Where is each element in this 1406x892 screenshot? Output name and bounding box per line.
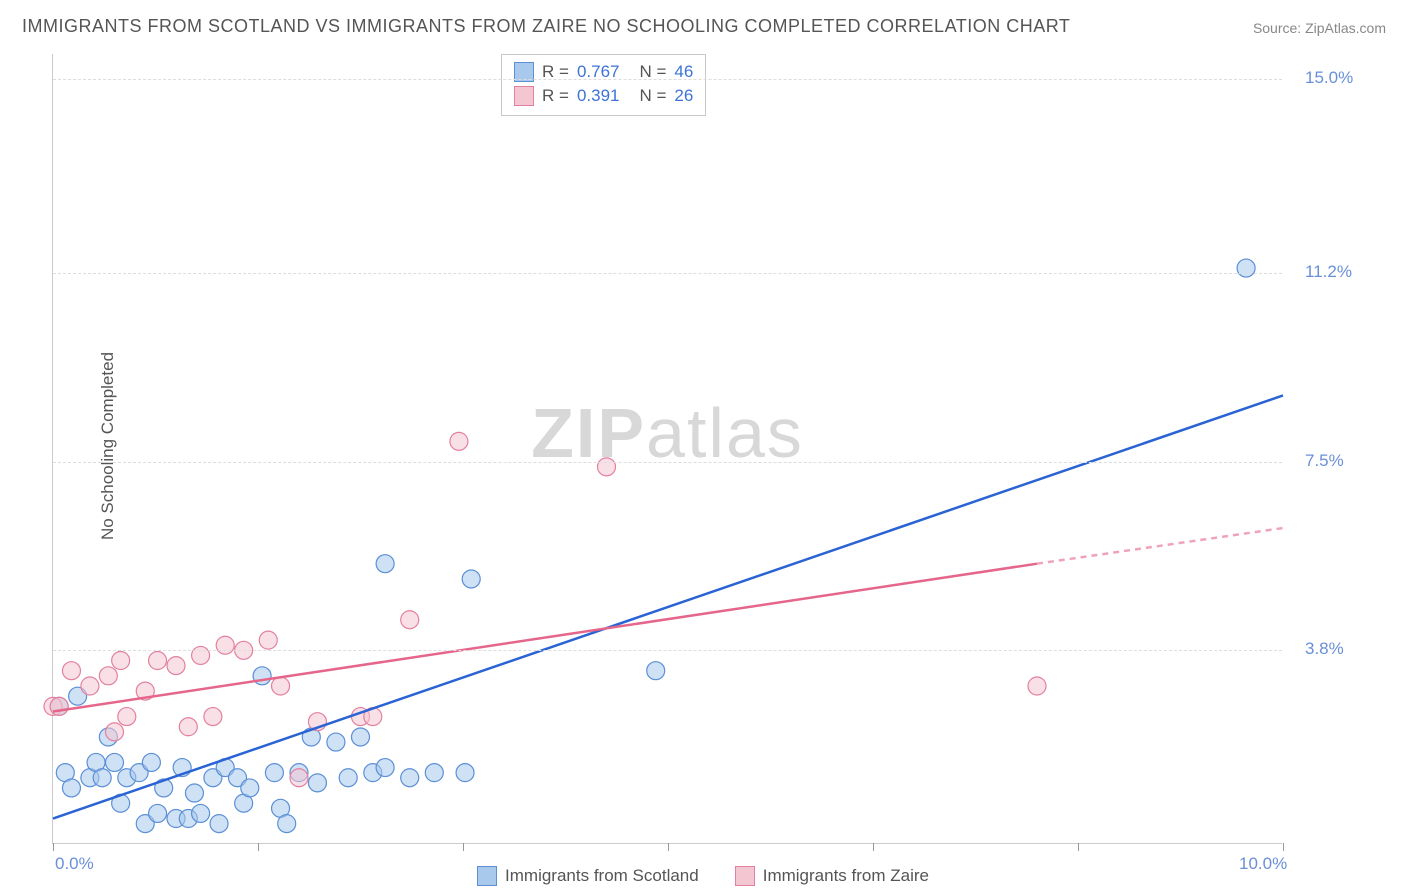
legend-item: Immigrants from Zaire: [735, 866, 929, 886]
data-point: [210, 815, 228, 833]
data-point: [327, 733, 345, 751]
data-point: [339, 769, 357, 787]
data-point: [179, 718, 197, 736]
x-tick: [1078, 843, 1079, 851]
data-point: [241, 779, 259, 797]
data-point: [118, 708, 136, 726]
data-point: [204, 708, 222, 726]
y-tick-label: 15.0%: [1305, 68, 1353, 88]
data-point: [112, 652, 130, 670]
data-point: [1028, 677, 1046, 695]
gridline: [53, 273, 1282, 274]
data-point: [259, 631, 277, 649]
data-point: [598, 458, 616, 476]
stat-r-value: 0.391: [577, 86, 620, 106]
legend: Immigrants from Scotland Immigrants from …: [0, 866, 1406, 886]
data-point: [62, 779, 80, 797]
data-point: [401, 769, 419, 787]
regression-line: [53, 395, 1283, 818]
data-point: [376, 555, 394, 573]
data-point: [149, 804, 167, 822]
data-point: [272, 677, 290, 695]
plot-svg: [53, 54, 1282, 843]
y-tick-label: 7.5%: [1305, 451, 1344, 471]
data-point: [93, 769, 111, 787]
stats-box: R = 0.767N = 46R = 0.391N = 26: [501, 54, 706, 116]
x-tick: [873, 843, 874, 851]
legend-swatch: [477, 866, 497, 886]
x-tick: [53, 843, 54, 851]
regression-line-extrapolated: [1037, 528, 1283, 564]
data-point: [308, 774, 326, 792]
data-point: [62, 662, 80, 680]
data-point: [450, 432, 468, 450]
data-point: [278, 815, 296, 833]
stat-r-label: R =: [542, 86, 569, 106]
data-point: [216, 636, 234, 654]
data-point: [1237, 259, 1255, 277]
data-point: [290, 769, 308, 787]
legend-label: Immigrants from Scotland: [505, 866, 699, 886]
data-point: [142, 753, 160, 771]
gridline: [53, 462, 1282, 463]
legend-label: Immigrants from Zaire: [763, 866, 929, 886]
data-point: [265, 764, 283, 782]
data-point: [192, 646, 210, 664]
stat-n-value: 26: [674, 86, 693, 106]
data-point: [99, 667, 117, 685]
data-point: [106, 753, 124, 771]
data-point: [106, 723, 124, 741]
x-tick: [463, 843, 464, 851]
regression-line: [53, 564, 1037, 712]
y-tick-label: 3.8%: [1305, 639, 1344, 659]
series-swatch: [514, 86, 534, 106]
legend-swatch: [735, 866, 755, 886]
x-tick: [258, 843, 259, 851]
legend-item: Immigrants from Scotland: [477, 866, 699, 886]
data-point: [425, 764, 443, 782]
x-tick: [668, 843, 669, 851]
data-point: [462, 570, 480, 588]
data-point: [50, 697, 68, 715]
data-point: [456, 764, 474, 782]
source-attribution: Source: ZipAtlas.com: [1253, 20, 1386, 36]
stat-n-label: N =: [639, 86, 666, 106]
x-tick: [1283, 843, 1284, 851]
data-point: [192, 804, 210, 822]
data-point: [647, 662, 665, 680]
chart-title: IMMIGRANTS FROM SCOTLAND VS IMMIGRANTS F…: [22, 16, 1070, 37]
data-point: [185, 784, 203, 802]
data-point: [167, 657, 185, 675]
data-point: [376, 759, 394, 777]
stats-row: R = 0.391 N = 26: [514, 84, 693, 108]
scatter-plot-area: ZIPatlas R = 0.767N = 46R = 0.391N = 26 …: [52, 54, 1282, 844]
data-point: [401, 611, 419, 629]
y-tick-label: 11.2%: [1305, 262, 1352, 282]
data-point: [81, 677, 99, 695]
data-point: [149, 652, 167, 670]
data-point: [352, 728, 370, 746]
gridline: [53, 650, 1282, 651]
gridline: [53, 79, 1282, 80]
